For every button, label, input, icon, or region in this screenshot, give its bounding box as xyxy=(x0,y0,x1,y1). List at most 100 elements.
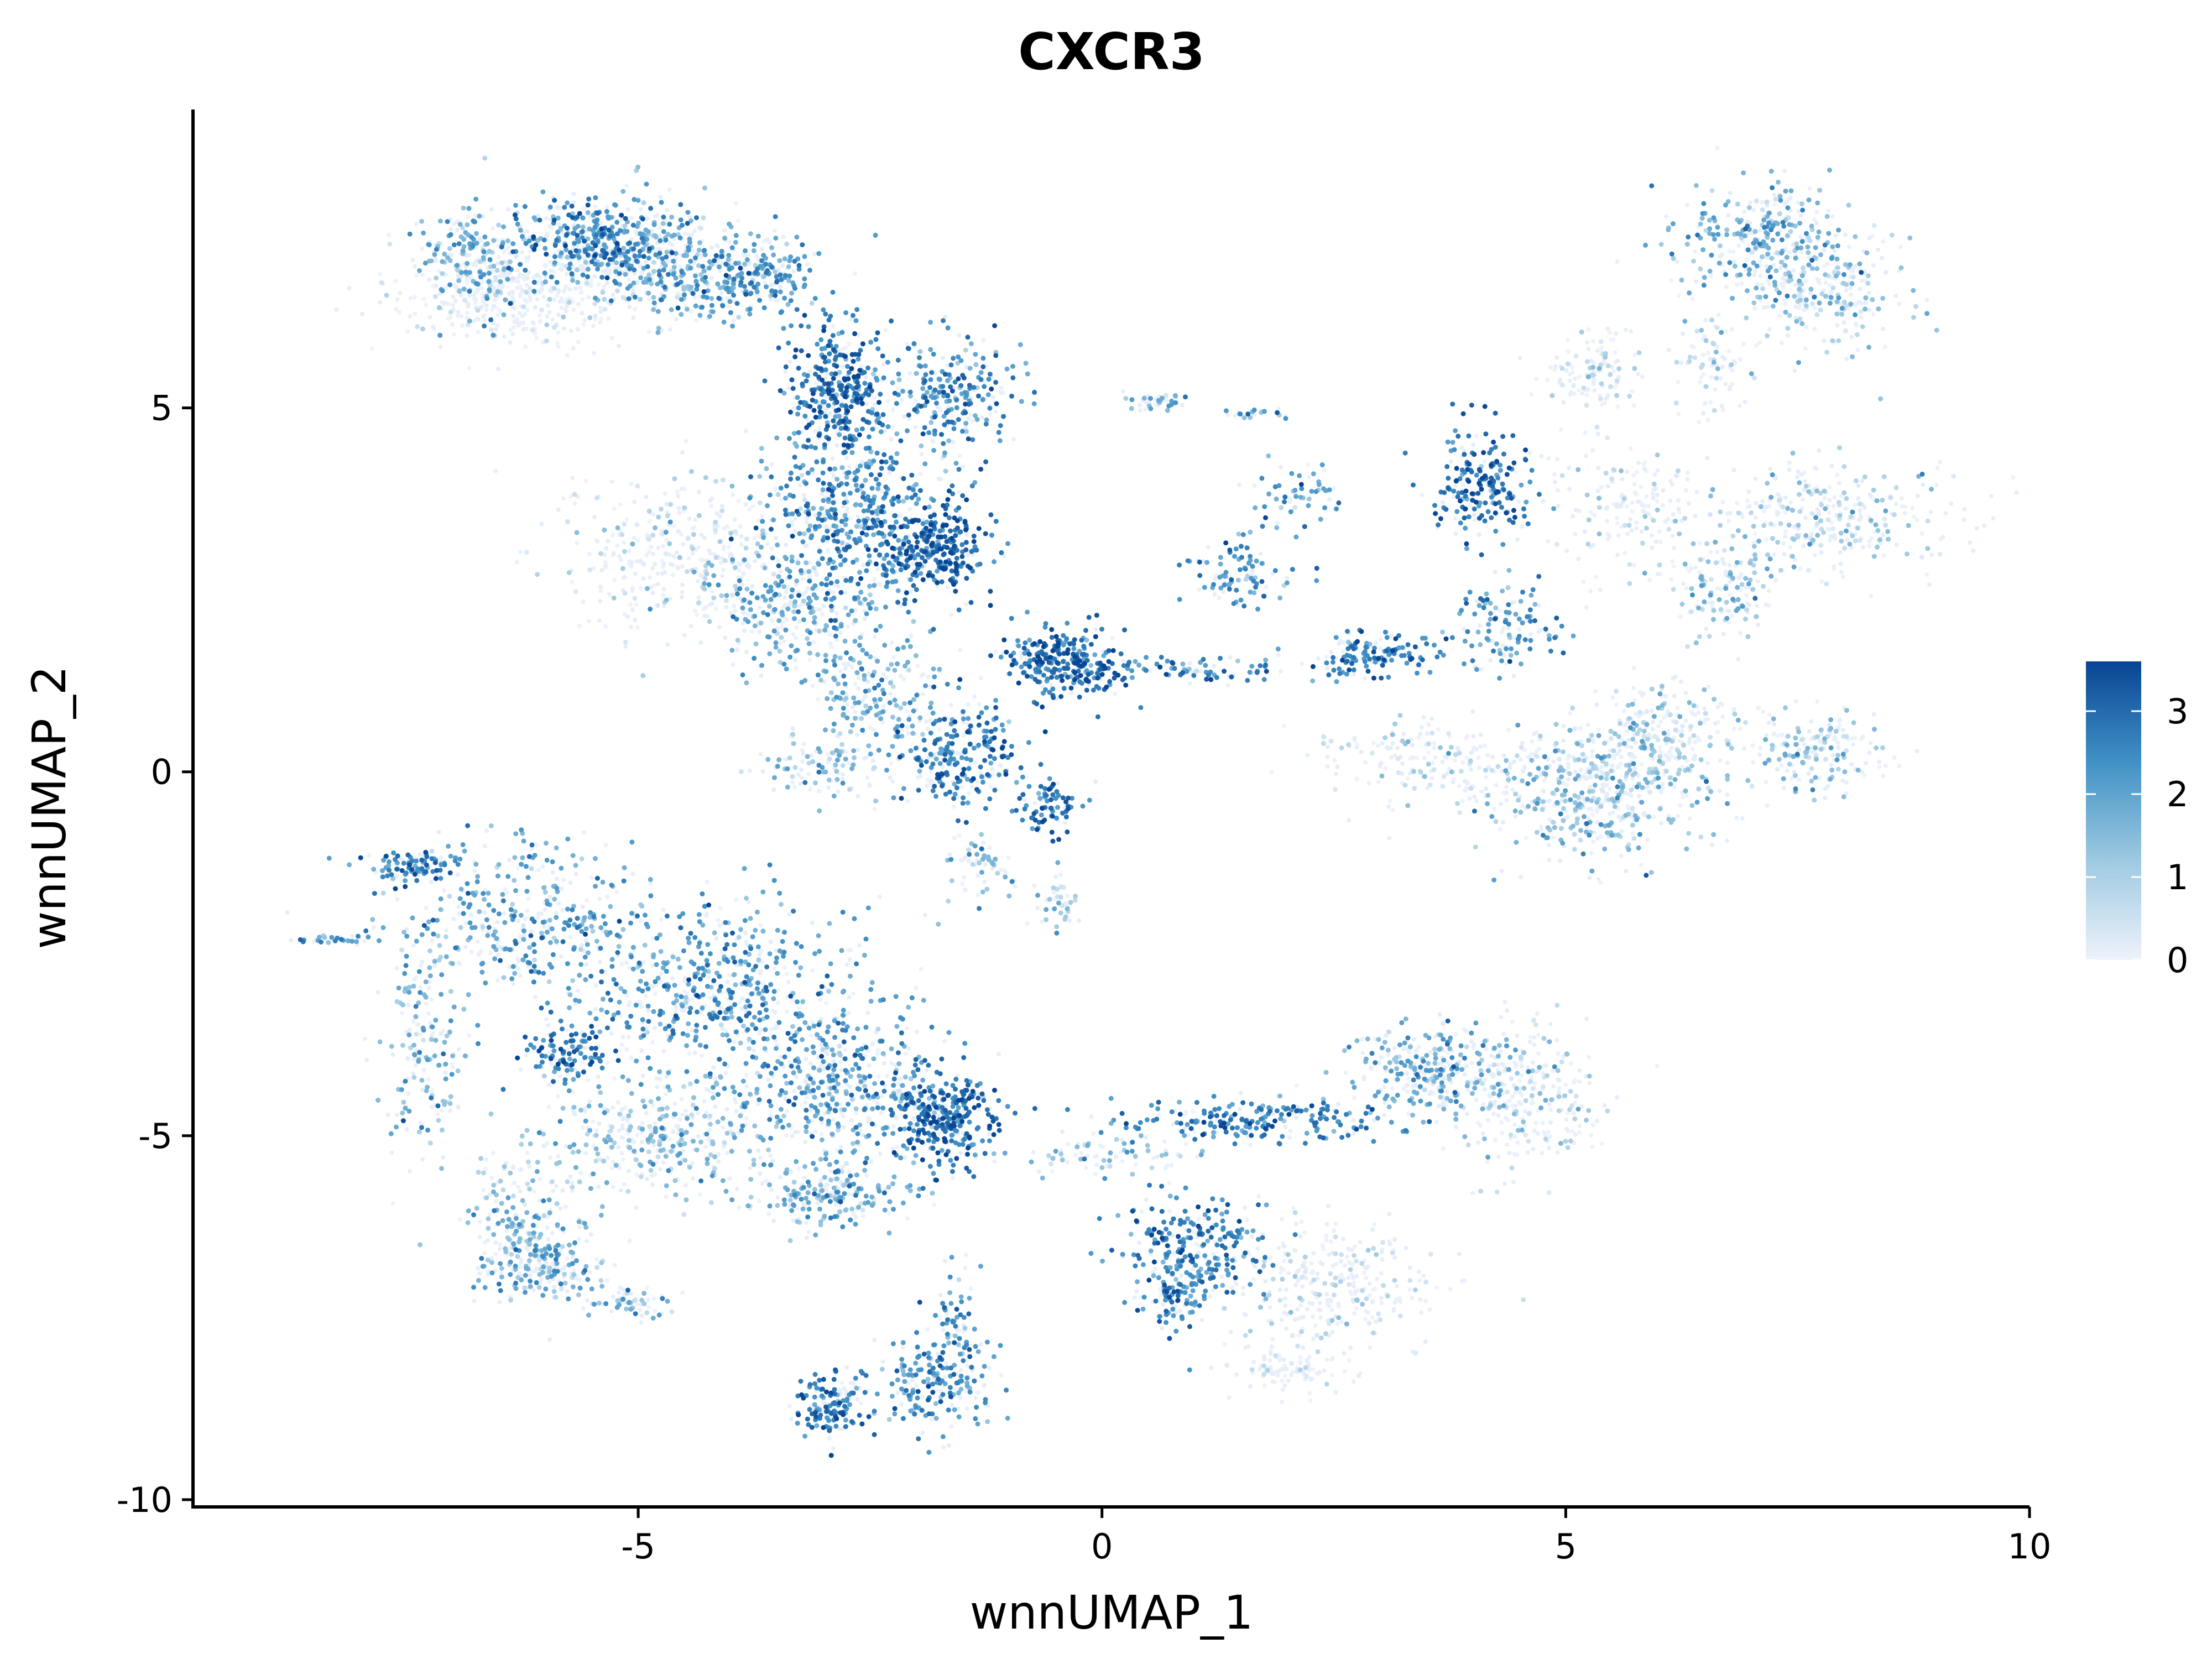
cell-point xyxy=(886,1211,891,1216)
cell-point xyxy=(635,538,640,542)
cell-point xyxy=(1613,350,1618,355)
cell-point xyxy=(988,412,993,417)
cell-point xyxy=(1693,740,1698,745)
cell-point xyxy=(734,1109,739,1114)
cell-point xyxy=(1787,250,1792,255)
cell-point xyxy=(1924,298,1929,302)
cell-point xyxy=(1738,630,1743,635)
cell-point xyxy=(679,487,684,492)
cell-point xyxy=(993,409,998,414)
cell-point xyxy=(411,1019,416,1024)
cell-point xyxy=(406,1003,411,1008)
cell-point xyxy=(414,221,419,226)
cell-point xyxy=(1050,1169,1055,1174)
cell-point xyxy=(531,275,536,280)
cell-point xyxy=(349,933,354,938)
cell-point xyxy=(562,286,567,291)
cell-point xyxy=(1296,1333,1301,1338)
cell-point xyxy=(890,425,895,430)
cell-point xyxy=(1591,380,1596,385)
cell-point xyxy=(1912,514,1917,519)
cell-point xyxy=(1295,1307,1300,1312)
cell-point xyxy=(647,330,651,335)
cell-point xyxy=(756,1148,760,1153)
cell-point xyxy=(655,582,660,587)
cell-point xyxy=(1137,403,1142,408)
cell-point xyxy=(378,272,383,276)
cell-point xyxy=(770,618,775,623)
cell-point xyxy=(831,324,836,329)
cell-point xyxy=(1412,1037,1417,1042)
cell-point xyxy=(693,517,698,522)
cell-point xyxy=(1358,1239,1363,1244)
cell-point xyxy=(690,526,695,531)
cell-point xyxy=(826,547,830,552)
cell-point xyxy=(890,779,895,784)
cell-point xyxy=(1568,390,1573,395)
cell-point xyxy=(1420,492,1425,497)
cell-point xyxy=(1840,575,1845,580)
cell-point xyxy=(1736,657,1741,661)
cell-point xyxy=(1614,331,1619,336)
cell-point xyxy=(1300,661,1305,666)
cell-point xyxy=(1590,812,1595,817)
cell-point xyxy=(439,1108,444,1113)
cell-point xyxy=(568,935,573,940)
cell-point xyxy=(664,538,669,542)
cell-point xyxy=(740,996,745,1001)
cell-point xyxy=(573,286,578,291)
cell-point xyxy=(1478,1123,1483,1128)
cell-point xyxy=(731,662,735,667)
cell-point xyxy=(970,419,975,424)
cell-point xyxy=(717,625,722,630)
cell-point xyxy=(1325,744,1330,749)
cell-point xyxy=(769,1026,774,1031)
cell-point xyxy=(1453,484,1458,489)
cell-point xyxy=(453,299,458,304)
cell-point xyxy=(1326,1204,1331,1209)
cell-point xyxy=(1876,247,1881,252)
cell-point xyxy=(609,479,614,484)
cell-point xyxy=(629,624,634,629)
cell-point xyxy=(1351,1379,1356,1384)
cell-point xyxy=(781,234,786,239)
cell-point xyxy=(906,731,910,735)
cell-point xyxy=(905,709,910,714)
cell-point xyxy=(1121,389,1126,394)
cell-point xyxy=(523,345,528,349)
cell-point xyxy=(477,1234,482,1239)
cell-point xyxy=(1787,467,1792,472)
cell-point xyxy=(838,630,843,635)
cell-point xyxy=(1844,357,1849,361)
cell-point xyxy=(758,971,763,976)
cell-point xyxy=(1722,561,1726,566)
cell-point xyxy=(1407,1265,1412,1270)
cell-point xyxy=(900,1345,905,1350)
cell-point xyxy=(1781,786,1786,791)
cell-point xyxy=(695,578,700,583)
cell-point xyxy=(1378,637,1383,642)
cell-point xyxy=(1632,755,1637,760)
cell-point xyxy=(1244,1217,1249,1222)
cell-point xyxy=(1880,533,1885,538)
cell-point xyxy=(1684,793,1689,798)
cell-point xyxy=(1139,1209,1144,1214)
cell-point xyxy=(785,1009,790,1014)
cell-point xyxy=(1500,820,1505,825)
cell-point xyxy=(791,632,796,637)
cell-point xyxy=(875,1048,880,1052)
cell-point xyxy=(1659,821,1663,826)
cell-point xyxy=(578,290,583,295)
cell-point xyxy=(1826,208,1830,213)
cell-point xyxy=(1276,653,1281,658)
cell-point xyxy=(1301,1314,1306,1319)
cell-point xyxy=(1757,752,1762,757)
cell-point xyxy=(697,489,702,494)
cell-point xyxy=(1596,877,1601,881)
cell-point xyxy=(1840,778,1845,783)
cell-point xyxy=(1717,789,1722,794)
cell-point xyxy=(1302,1230,1307,1235)
cell-point xyxy=(1441,500,1445,505)
cell-point xyxy=(1577,1123,1582,1128)
cell-point xyxy=(550,1261,555,1266)
